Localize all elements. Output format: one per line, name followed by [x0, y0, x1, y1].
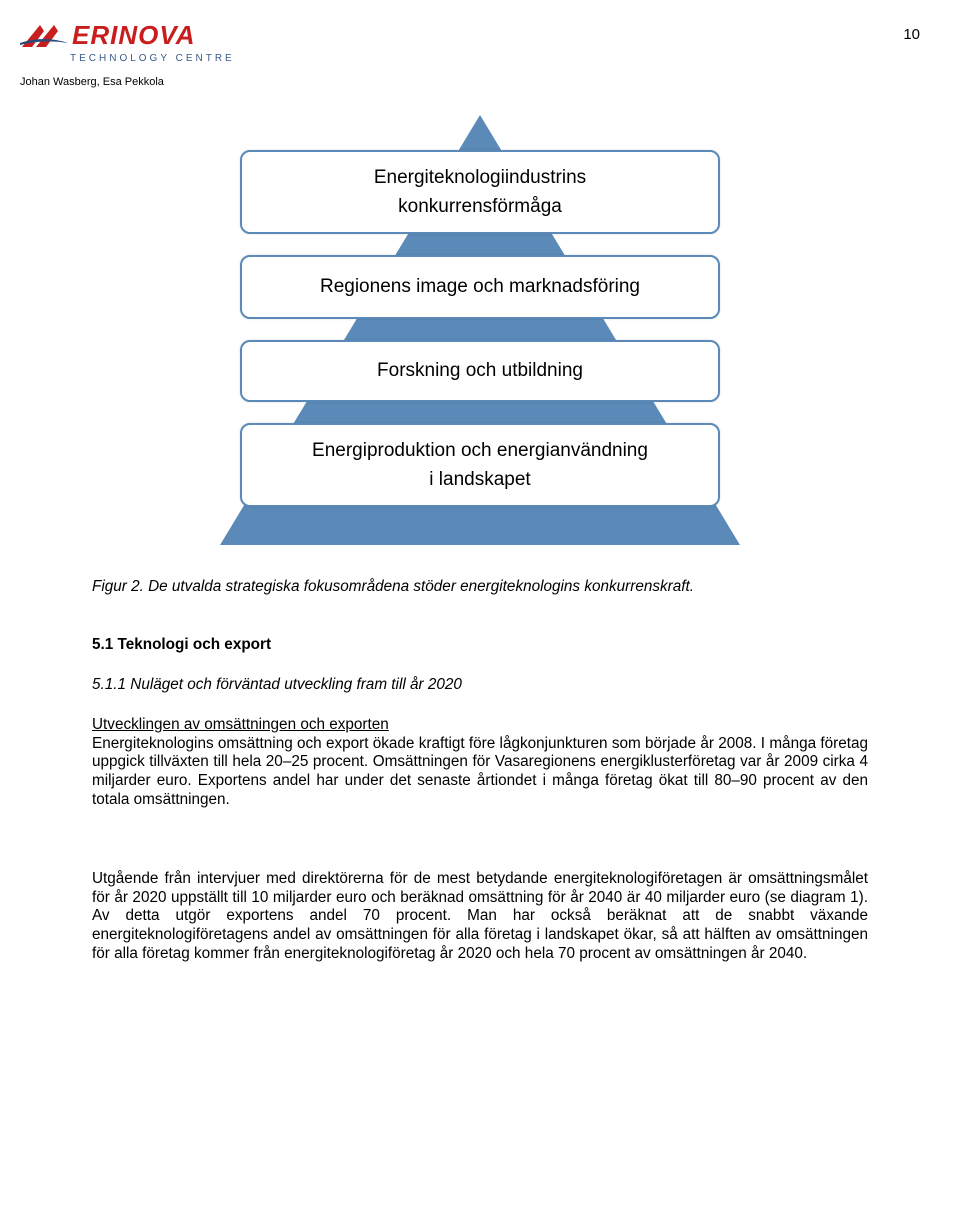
page-header: ERINOVA TECHNOLOGY CENTRE 10	[20, 20, 920, 64]
page-number: 10	[903, 26, 920, 43]
logo-swoosh-icon	[20, 21, 68, 51]
authors: Johan Wasberg, Esa Pekkola	[20, 76, 164, 88]
logo-main: ERINOVA	[20, 20, 235, 51]
paragraph-1-heading: Utvecklingen av omsättningen och exporte…	[92, 716, 389, 733]
section-5-1-1-heading: 5.1.1 Nuläget och förväntad utveckling f…	[92, 676, 868, 695]
diagram-box-1-line2: konkurrensförmåga	[398, 196, 562, 217]
diagram-box-2: Regionens image och marknadsföring	[240, 255, 720, 319]
paragraph-1-body: Energiteknologins omsättning och export …	[92, 735, 868, 808]
logo-subtitle: TECHNOLOGY CENTRE	[70, 53, 235, 64]
pyramid-diagram: Energiteknologiindustrins konkurrensförm…	[170, 115, 790, 555]
logo: ERINOVA TECHNOLOGY CENTRE	[20, 20, 235, 64]
diagram-box-1: Energiteknologiindustrins konkurrensförm…	[240, 150, 720, 234]
section-5-1-heading: 5.1 Teknologi och export	[92, 636, 868, 655]
diagram-box-3-line1: Forskning och utbildning	[377, 360, 583, 382]
logo-name: ERINOVA	[72, 20, 196, 51]
diagram-box-4: Energiproduktion och energianvändning i …	[240, 423, 720, 507]
diagram-box-2-line1: Regionens image och marknadsföring	[320, 276, 640, 298]
diagram-box-3: Forskning och utbildning	[240, 340, 720, 402]
diagram-box-4-line2: i landskapet	[429, 469, 530, 490]
paragraph-1: Utvecklingen av omsättningen och exporte…	[92, 716, 868, 809]
diagram-box-4-line1: Energiproduktion och energianvändning	[312, 440, 648, 461]
figure-caption: Figur 2. De utvalda strategiska fokusomr…	[92, 578, 868, 597]
diagram-box-1-line1: Energiteknologiindustrins	[374, 167, 586, 188]
paragraph-2: Utgående från intervjuer med direktörern…	[92, 870, 868, 963]
